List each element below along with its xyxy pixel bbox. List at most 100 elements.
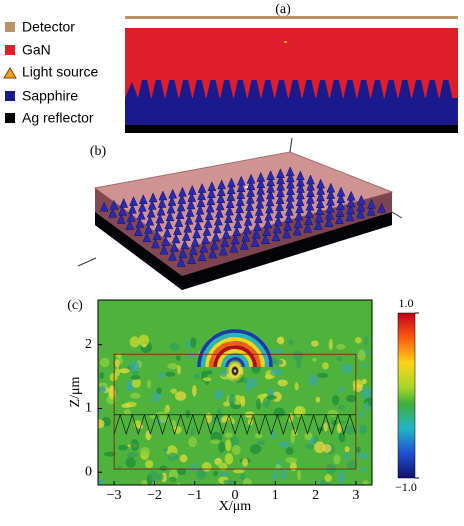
- pattern-cone: [119, 197, 129, 208]
- field-speckle: [214, 389, 223, 401]
- pattern-cone: [241, 231, 251, 242]
- field-speckle: [337, 471, 345, 484]
- field-speckle: [163, 407, 169, 413]
- x-tick-label: −1: [187, 488, 202, 503]
- light-source: [284, 41, 287, 43]
- field-speckle: [100, 385, 106, 394]
- pattern-cone: [207, 188, 216, 198]
- field-speckle: [190, 337, 197, 349]
- pattern-cone: [175, 209, 185, 219]
- wave-ring: [205, 337, 265, 368]
- legend-label: GaN: [22, 42, 51, 58]
- legend-label: Sapphire: [22, 88, 78, 104]
- pattern-cone: [273, 215, 283, 226]
- field-speckle: [290, 432, 295, 444]
- pattern-cone: [218, 245, 228, 256]
- field-speckle: [327, 409, 338, 417]
- pattern-cone: [304, 215, 314, 226]
- legend-label: Light source: [22, 64, 98, 80]
- pattern-cone: [243, 215, 253, 226]
- pattern-cone: [292, 225, 302, 236]
- field-speckle: [359, 424, 368, 435]
- pattern-cone: [156, 205, 166, 216]
- pattern-cone: [235, 203, 245, 214]
- pattern-cone: [335, 206, 345, 217]
- pattern-cone: [276, 180, 286, 191]
- pattern-cone: [108, 207, 118, 218]
- pattern-cone: [136, 209, 146, 220]
- pattern-cone: [265, 196, 275, 207]
- legend-swatch: [5, 22, 15, 32]
- pattern-cone: [251, 228, 261, 239]
- field-speckle: [167, 452, 179, 462]
- field-speckle: [131, 378, 141, 388]
- pattern-cone: [190, 236, 200, 247]
- pattern-cone: [325, 202, 335, 213]
- field-speckle: [304, 444, 315, 450]
- field-speckle: [353, 383, 363, 393]
- field-speckle: [362, 363, 368, 368]
- field-speckle: [193, 373, 200, 380]
- field-speckle: [145, 430, 152, 441]
- pattern-cone: [296, 182, 305, 193]
- field-speckle: [285, 446, 294, 455]
- pattern-bump: [192, 80, 206, 98]
- pattern-cone: [224, 213, 233, 223]
- field-speckle: [344, 424, 356, 435]
- panel-label: (a): [275, 2, 291, 17]
- pattern-cone: [242, 223, 252, 234]
- field-speckle: [280, 469, 287, 480]
- pattern-cone: [316, 178, 326, 189]
- field-speckle: [170, 388, 177, 394]
- pattern-bump: [206, 80, 220, 98]
- pattern-cone: [185, 206, 195, 217]
- pattern-cone: [326, 182, 336, 193]
- pattern-cone: [346, 204, 355, 215]
- pattern-cone: [216, 186, 226, 196]
- x-tick-label: 0: [232, 488, 239, 503]
- field-speckle: [336, 423, 342, 434]
- pattern-cone: [345, 211, 355, 222]
- pattern-cone: [256, 178, 266, 189]
- pattern-cone: [250, 236, 260, 247]
- field-speckle: [294, 382, 299, 391]
- field-speckle: [98, 408, 102, 413]
- field-speckle: [311, 340, 319, 347]
- pattern-cone: [197, 251, 207, 262]
- field-speckle: [223, 401, 231, 407]
- pattern-cone: [162, 227, 172, 238]
- pattern-cone: [116, 213, 126, 224]
- pattern-cone: [148, 192, 158, 203]
- field-speckle: [210, 439, 221, 444]
- sapphire-layer: [125, 98, 458, 125]
- field-speckle: [316, 372, 329, 378]
- field-speckle: [246, 377, 258, 388]
- pattern-bump: [316, 80, 330, 98]
- pattern-cone: [158, 190, 168, 201]
- pattern-cone: [284, 205, 294, 216]
- colorbar-tick-label: 1.0: [399, 296, 414, 310]
- field-speckle: [333, 454, 341, 465]
- pattern-cone: [285, 166, 295, 177]
- pattern-cone: [306, 180, 316, 191]
- field-speckle: [247, 418, 253, 426]
- pattern-cone: [225, 198, 235, 209]
- pattern-cone: [168, 250, 177, 261]
- pattern-cone: [305, 200, 315, 211]
- pattern-cone: [151, 238, 160, 249]
- field-speckle: [119, 368, 130, 374]
- pattern-bump: [398, 80, 412, 98]
- field-speckle: [336, 355, 342, 362]
- pattern-cone: [315, 198, 325, 209]
- pattern-cone: [315, 205, 325, 216]
- pattern-bump: [275, 80, 288, 98]
- field-speckle: [242, 478, 252, 485]
- legend-label: Detector: [22, 19, 75, 35]
- field-speckle: [240, 473, 246, 481]
- field-speckle: [188, 436, 197, 448]
- pattern-cone: [326, 188, 336, 199]
- pattern-cone: [245, 200, 255, 211]
- field-speckle: [224, 453, 234, 465]
- field-speckle: [360, 466, 367, 473]
